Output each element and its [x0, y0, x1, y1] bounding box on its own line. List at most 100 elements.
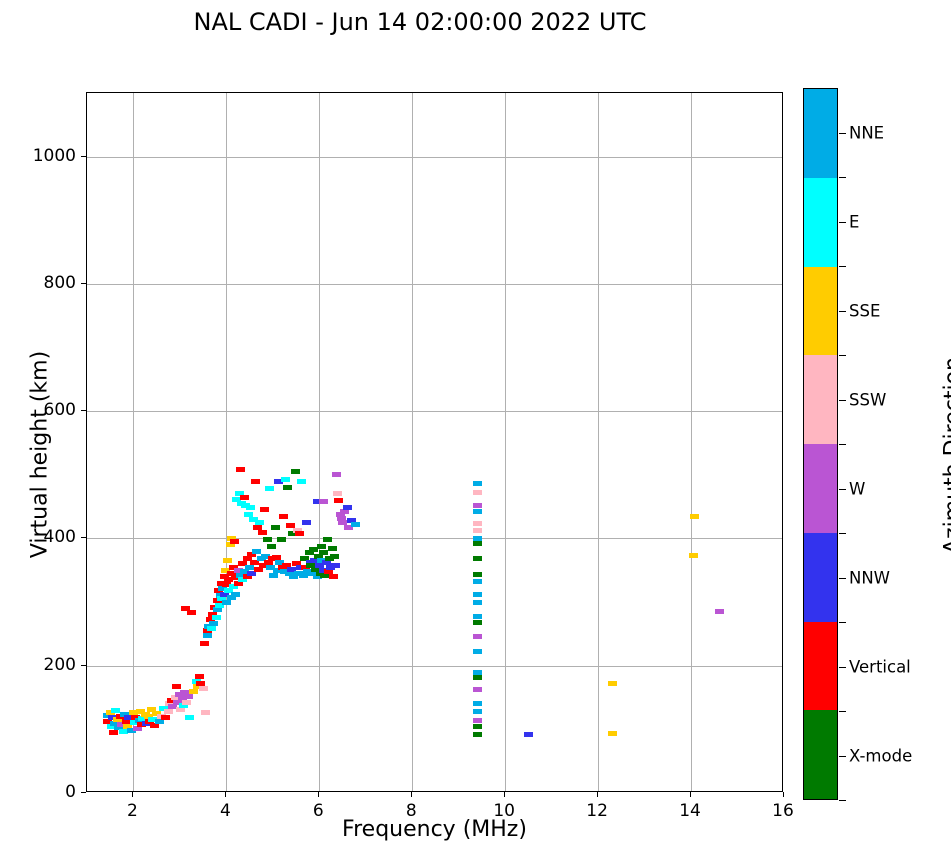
echo-mark — [309, 547, 319, 553]
echo-mark — [278, 513, 288, 519]
echo-mark — [238, 577, 248, 583]
echo-mark — [245, 564, 255, 570]
echo-mark — [286, 566, 296, 572]
echo-mark — [131, 714, 141, 720]
echo-mark — [472, 674, 482, 680]
y-tick-label: 600 — [43, 400, 76, 421]
colorbar-tick-mark — [839, 488, 846, 490]
echo-mark — [196, 681, 206, 687]
echo-mark — [298, 572, 308, 578]
colorbar-boundary-tick — [839, 355, 846, 357]
echo-mark — [270, 524, 280, 530]
echo-mark — [313, 553, 323, 559]
echo-mark — [296, 564, 306, 570]
echo-mark — [321, 560, 331, 566]
echo-mark — [256, 556, 266, 562]
echo-mark — [198, 685, 208, 691]
echo-mark — [277, 564, 287, 570]
echo-mark — [106, 724, 116, 730]
echo-mark — [273, 567, 282, 573]
echo-mark — [168, 703, 178, 709]
echo-mark — [472, 717, 482, 723]
echo-mark — [282, 562, 292, 568]
echo-mark — [259, 562, 269, 568]
echo-mark — [242, 556, 252, 562]
echo-mark — [325, 556, 335, 562]
x-tick-mark — [690, 792, 692, 797]
echo-mark — [191, 679, 201, 685]
echo-mark — [181, 605, 190, 611]
echo-mark — [193, 683, 203, 689]
echo-mark — [300, 564, 310, 570]
x-tick-label: 6 — [312, 801, 324, 821]
echo-mark — [228, 583, 238, 589]
echo-mark — [212, 598, 222, 604]
echo-mark — [472, 528, 482, 534]
colorbar-band — [804, 532, 837, 622]
x-axis-label: Frequency (MHz) — [342, 817, 527, 842]
echo-mark — [179, 702, 189, 708]
echo-mark — [269, 572, 279, 578]
echo-mark — [159, 705, 169, 711]
gridline-vertical — [319, 93, 321, 791]
echo-mark — [224, 588, 234, 594]
echo-mark — [291, 561, 301, 567]
echo-mark — [221, 599, 231, 605]
echo-mark — [307, 570, 317, 576]
echo-mark — [310, 558, 320, 564]
x-tick-label: 12 — [586, 801, 608, 821]
colorbar-boundary-tick — [839, 800, 846, 802]
colorbar-tick-mark — [839, 666, 846, 668]
colorbar-label-vertical: Vertical — [849, 657, 911, 676]
echo-mark — [332, 472, 342, 478]
echo-mark — [249, 560, 259, 566]
echo-mark — [688, 553, 698, 559]
colorbar-label-nne: NNE — [849, 123, 885, 142]
colorbar-label-nnw: NNW — [849, 568, 891, 587]
echo-mark — [148, 716, 158, 722]
echo-mark — [212, 607, 222, 613]
echo-mark — [342, 505, 352, 511]
echo-mark — [152, 710, 162, 716]
echo-mark — [138, 716, 148, 722]
echo-mark — [328, 574, 338, 580]
echo-mark — [607, 681, 617, 687]
echo-mark — [260, 507, 269, 513]
colorbar-tick-mark — [839, 755, 846, 757]
echo-mark — [242, 574, 252, 580]
echo-mark — [472, 579, 482, 585]
echo-mark — [228, 564, 238, 570]
echo-mark — [262, 537, 272, 543]
colorbar-band — [804, 177, 837, 267]
echo-mark — [472, 669, 482, 675]
echo-mark — [337, 515, 347, 521]
echo-mark — [472, 709, 482, 715]
colorbar-band — [804, 355, 837, 444]
echo-mark — [329, 553, 339, 559]
colorbar-label-x-mode: X-mode — [849, 746, 913, 765]
x-tick-label: 10 — [493, 801, 516, 821]
echo-mark — [472, 633, 482, 639]
echo-mark — [194, 674, 204, 680]
echo-mark — [103, 712, 113, 718]
x-tick-mark — [318, 792, 320, 797]
colorbar-boundary-tick — [839, 177, 846, 179]
gridline-vertical — [412, 93, 414, 791]
colorbar-tick-mark — [839, 221, 846, 223]
echo-mark — [297, 478, 307, 484]
echo-mark — [314, 562, 324, 568]
echo-mark — [225, 542, 235, 548]
echo-mark — [266, 564, 276, 570]
x-tick-mark — [225, 792, 227, 797]
echo-mark — [232, 496, 242, 502]
echo-mark — [264, 486, 274, 492]
echo-mark — [351, 521, 361, 527]
y-tick-mark — [81, 664, 86, 666]
echo-mark — [312, 499, 322, 505]
echo-mark — [472, 480, 482, 486]
colorbar-tick-mark — [839, 399, 846, 401]
echo-mark — [121, 718, 131, 724]
echo-mark — [276, 537, 286, 543]
colorbar-band — [804, 621, 837, 711]
colorbar-tick-mark — [839, 132, 846, 134]
